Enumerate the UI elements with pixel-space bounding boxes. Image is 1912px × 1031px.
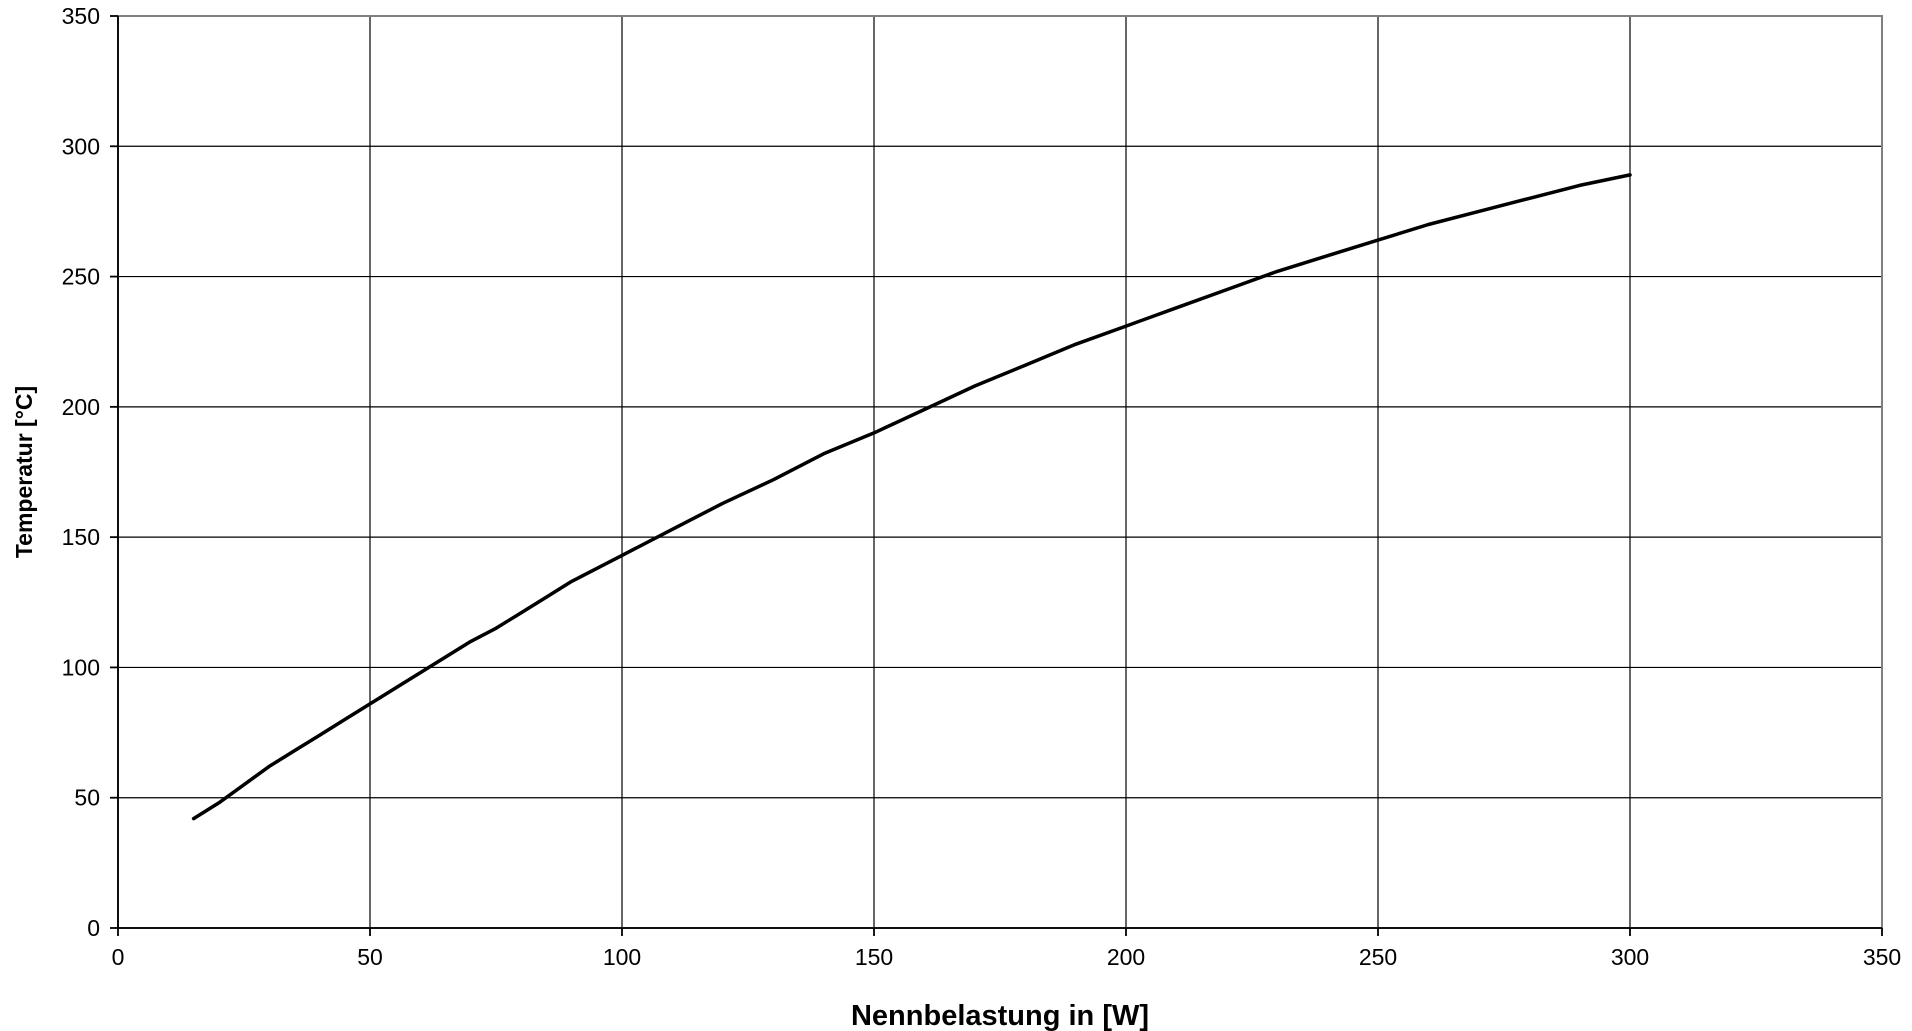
y-tick-label: 100 bbox=[62, 654, 100, 680]
y-tick-label: 200 bbox=[62, 394, 100, 420]
x-tick-label: 100 bbox=[603, 944, 641, 970]
y-tick-label: 150 bbox=[62, 524, 100, 550]
x-tick-labels: 0 50 100 150 200 250 300 350 bbox=[112, 944, 1902, 970]
x-tick-label: 300 bbox=[1611, 944, 1649, 970]
axes bbox=[110, 15, 1883, 936]
y-tick-label: 250 bbox=[62, 264, 100, 290]
x-tick-label: 350 bbox=[1863, 944, 1901, 970]
x-tick-label: 150 bbox=[855, 944, 893, 970]
y-tick-labels: 0 50 100 150 200 250 300 350 bbox=[62, 3, 100, 941]
x-axis-title: Nennbelastung in [W] bbox=[851, 1000, 1149, 1031]
y-tick-label: 350 bbox=[62, 3, 100, 29]
series-line bbox=[191, 173, 1632, 821]
plot-frame bbox=[117, 15, 1883, 929]
y-tick-label: 50 bbox=[74, 785, 100, 811]
y-axis-title: Temperatur [°C] bbox=[11, 386, 37, 558]
y-tick-label: 0 bbox=[87, 915, 100, 941]
grid-lines bbox=[118, 15, 1883, 928]
x-tick-label: 200 bbox=[1107, 944, 1145, 970]
x-tick-label: 250 bbox=[1359, 944, 1397, 970]
x-tick-label: 0 bbox=[112, 944, 125, 970]
x-tick-label: 50 bbox=[357, 944, 383, 970]
y-tick-label: 300 bbox=[62, 133, 100, 159]
